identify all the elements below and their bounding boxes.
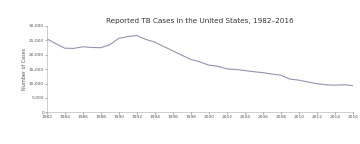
- Title: Reported TB Cases in the United States, 1982–2016: Reported TB Cases in the United States, …: [106, 18, 294, 24]
- Y-axis label: Number of Cases: Number of Cases: [22, 48, 27, 90]
